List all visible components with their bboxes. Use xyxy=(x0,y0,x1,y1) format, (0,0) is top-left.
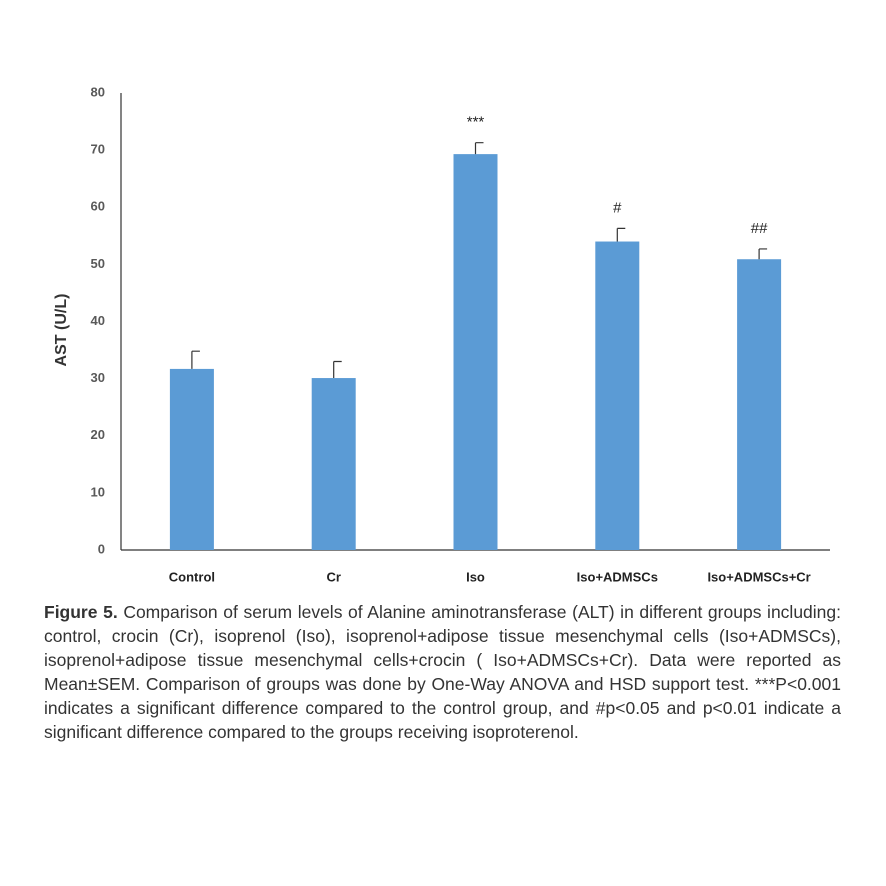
y-tick-label: 0 xyxy=(98,541,105,556)
bar xyxy=(737,259,782,550)
error-bar xyxy=(474,142,484,155)
y-tick-label: 50 xyxy=(91,256,105,271)
caption-text: Comparison of serum levels of Alanine am… xyxy=(44,602,841,742)
error-bar xyxy=(758,248,768,260)
error-bar xyxy=(616,227,626,242)
y-tick-label: 70 xyxy=(91,142,105,157)
error-bar xyxy=(191,350,200,369)
y-tick-label: 10 xyxy=(91,484,105,499)
bar xyxy=(169,368,214,550)
error-bar xyxy=(333,360,342,379)
bar xyxy=(453,154,498,550)
bar xyxy=(311,378,356,550)
x-tick-label: Control xyxy=(169,569,215,584)
chart: AST (U/L) 0 10 20 30 40 50 60 70 80 Control Cr Iso *… xyxy=(53,84,830,584)
significance-label: *** xyxy=(467,114,485,131)
y-tick-label: 40 xyxy=(91,313,105,328)
y-tick-label: 80 xyxy=(91,84,105,99)
x-tick-label: Cr xyxy=(326,569,340,584)
significance-label: ## xyxy=(751,220,768,237)
x-tick-label: Iso xyxy=(466,569,485,584)
x-tick-label: Iso+ADMSCs xyxy=(577,569,658,584)
x-tick-label: Iso+ADMSCs+Cr xyxy=(707,569,810,584)
y-tick-label: 60 xyxy=(91,199,105,214)
y-tick-label: 20 xyxy=(91,427,105,442)
caption-label: Figure 5. xyxy=(44,602,118,622)
caption: Figure 5. Comparison of serum levels of … xyxy=(44,600,841,744)
significance-label: # xyxy=(613,199,622,216)
y-axis-label: AST (U/L) xyxy=(53,294,70,367)
y-tick-label: 30 xyxy=(91,370,105,385)
bar xyxy=(595,241,640,550)
